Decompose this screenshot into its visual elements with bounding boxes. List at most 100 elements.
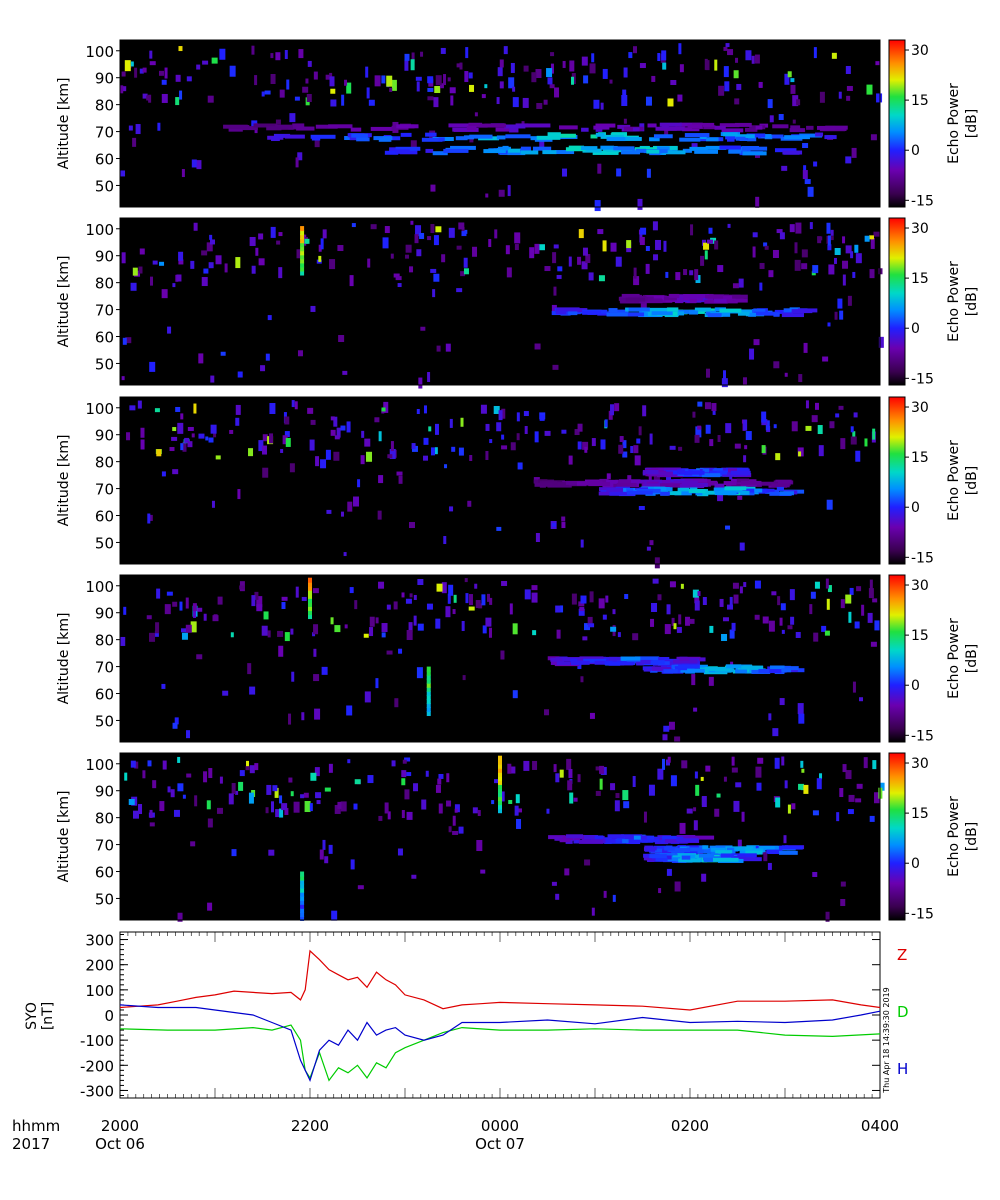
echo-cell <box>408 622 413 633</box>
echo-cell <box>856 783 863 789</box>
echo-cell <box>413 615 417 626</box>
echo-cell <box>294 401 298 410</box>
colorbar-tick-label: -15 <box>911 550 934 566</box>
echo-cell <box>481 594 486 606</box>
echo-cell <box>722 370 726 381</box>
echo-cell <box>651 75 656 82</box>
echo-cell <box>817 236 823 241</box>
echo-cell <box>616 168 622 177</box>
echo-cell <box>310 305 316 312</box>
echo-cell <box>463 135 475 140</box>
echo-cell <box>158 70 164 76</box>
echo-cell <box>499 59 504 68</box>
echo-cell <box>802 170 808 180</box>
echo-cell <box>314 138 320 148</box>
echo-cell <box>453 127 479 132</box>
echo-cell <box>546 808 550 814</box>
echo-cell <box>703 242 710 250</box>
echo-cell <box>693 707 698 712</box>
echo-cell <box>501 580 508 586</box>
echo-cell <box>387 811 391 820</box>
echo-cell <box>675 272 681 281</box>
echo-cell <box>617 124 631 129</box>
echo-cell <box>694 269 699 281</box>
echo-cell <box>531 72 537 83</box>
echo-cell <box>277 630 284 637</box>
echo-cell <box>605 595 609 603</box>
echo-cell <box>146 615 152 620</box>
echo-cell <box>657 53 661 62</box>
echo-cell <box>307 60 312 67</box>
echo-cell <box>655 126 677 131</box>
echo-cell <box>489 597 493 605</box>
echo-cell <box>483 149 506 154</box>
echo-cell <box>456 245 462 250</box>
echo-cell <box>852 681 856 693</box>
time-tick-label: 0400 <box>861 1117 899 1135</box>
echo-cell <box>775 479 792 484</box>
echo-cell <box>361 430 365 438</box>
echo-cell <box>461 227 465 233</box>
echo-cell <box>235 790 239 795</box>
colorbar-tick-label: -15 <box>911 906 934 922</box>
echo-cell <box>646 149 660 154</box>
echo-cell <box>309 439 315 451</box>
altitude-tick-label: 50 <box>95 355 114 373</box>
echo-cell <box>211 57 218 64</box>
echo-cell <box>653 486 667 491</box>
echo-cell <box>749 348 755 360</box>
echo-cell <box>485 423 490 431</box>
echo-cell <box>546 68 553 78</box>
echo-cell <box>181 628 187 633</box>
echo-cell <box>763 242 768 247</box>
echo-cell <box>499 81 504 89</box>
echo-cell <box>249 686 256 695</box>
colorbar-tick-label: 30 <box>911 400 929 416</box>
echo-cell <box>573 797 578 802</box>
echo-cell <box>378 815 383 821</box>
echo-cell <box>628 307 650 312</box>
echo-cell <box>181 632 188 640</box>
echo-cell <box>230 125 250 130</box>
echo-cell <box>501 408 506 419</box>
echo-cell <box>705 60 710 71</box>
echo-cell <box>404 59 409 71</box>
echo-cell <box>754 614 760 620</box>
echo-cell <box>577 662 582 669</box>
echo-cell <box>669 581 676 588</box>
echo-cell <box>561 522 566 529</box>
echo-cell <box>826 598 830 610</box>
echo-cell <box>812 810 819 816</box>
echo-cell <box>708 676 714 686</box>
echo-cell <box>300 907 305 913</box>
echo-cell <box>680 470 705 475</box>
echo-cell <box>178 251 184 261</box>
echo-cell <box>440 47 446 54</box>
echo-cell <box>660 483 673 488</box>
echo-cell <box>799 133 823 138</box>
echo-cell <box>172 283 176 288</box>
echo-cell <box>285 437 291 447</box>
echo-cell <box>172 469 179 475</box>
echo-cell <box>242 126 258 131</box>
time-axis-row-label: hhmm <box>12 1117 60 1135</box>
echo-cell <box>689 618 695 624</box>
echo-cell <box>813 47 817 59</box>
echo-cell <box>435 618 441 629</box>
echo-cell <box>819 91 825 103</box>
echo-cell <box>426 670 431 676</box>
heatmap-speckle <box>120 578 881 743</box>
echo-cell <box>869 579 873 590</box>
echo-cell <box>169 447 175 452</box>
echo-cell <box>791 421 798 432</box>
echo-cell <box>452 830 459 835</box>
echo-cell <box>306 93 312 102</box>
echo-cell <box>664 624 671 635</box>
echo-cell <box>581 146 598 151</box>
echo-cell <box>267 630 271 638</box>
echo-cell <box>695 426 702 438</box>
echo-cell <box>425 132 437 137</box>
echo-cell <box>725 43 730 48</box>
echo-cell <box>852 271 856 278</box>
echo-cell <box>561 516 566 522</box>
